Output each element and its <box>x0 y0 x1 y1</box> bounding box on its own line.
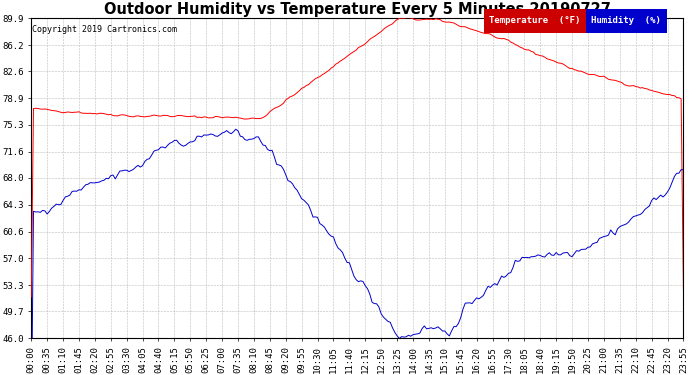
Title: Outdoor Humidity vs Temperature Every 5 Minutes 20190727: Outdoor Humidity vs Temperature Every 5 … <box>104 2 611 17</box>
FancyBboxPatch shape <box>484 9 586 33</box>
Text: Copyright 2019 Cartronics.com: Copyright 2019 Cartronics.com <box>32 25 177 34</box>
FancyBboxPatch shape <box>586 9 667 33</box>
Text: Humidity  (%): Humidity (%) <box>591 16 661 25</box>
Text: Temperature  (°F): Temperature (°F) <box>489 16 581 25</box>
